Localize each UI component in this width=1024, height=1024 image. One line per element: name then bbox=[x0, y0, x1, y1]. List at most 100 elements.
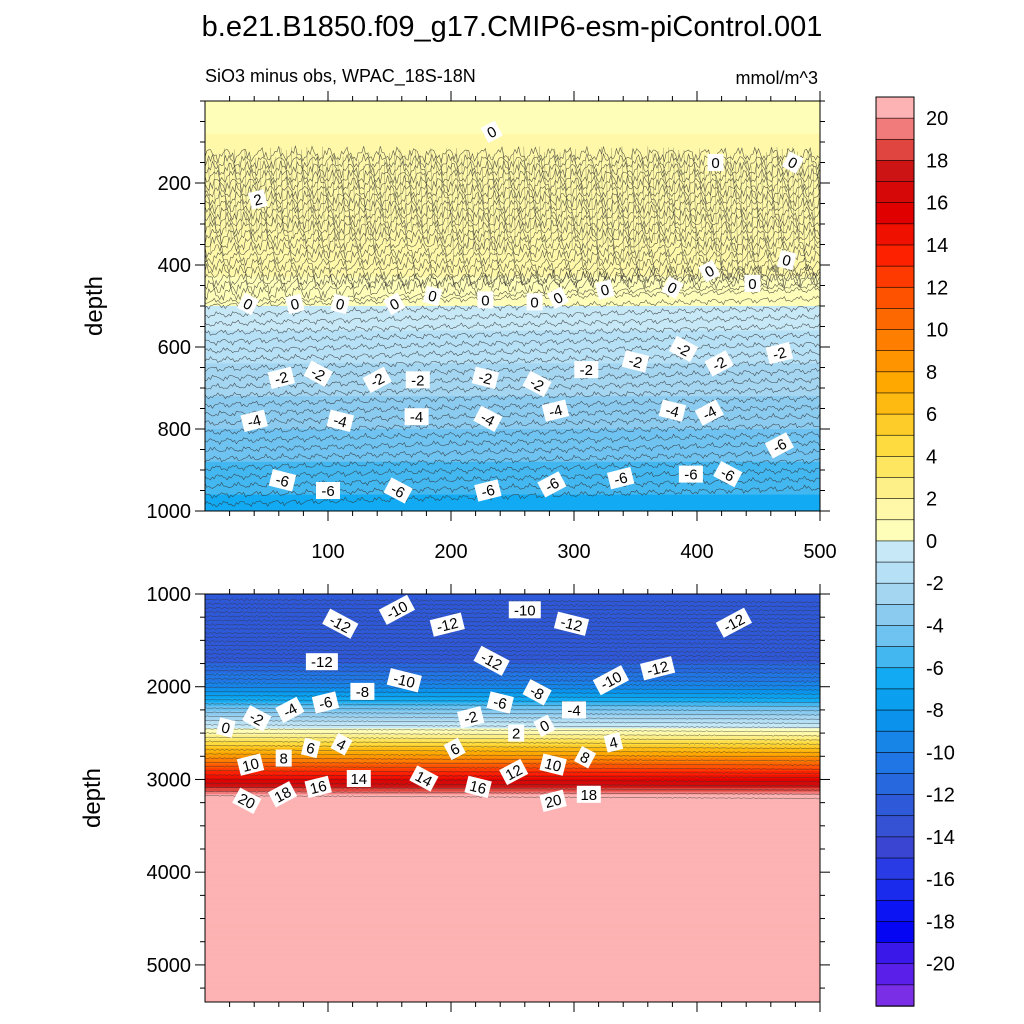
lower-fill-band bbox=[205, 654, 820, 656]
contour-label-text: -2 bbox=[462, 708, 479, 728]
lower-fill-band bbox=[205, 679, 820, 681]
lower-fill-band bbox=[205, 909, 820, 911]
lower-contour-labels: -10 -10-12 -12 -12 -12-12 -12 -12-10 -10-8 -8-6-… bbox=[216, 594, 753, 814]
upper-fill-band bbox=[205, 366, 820, 369]
lower-fill-band bbox=[205, 869, 820, 871]
lower-fill-band bbox=[205, 925, 820, 928]
upper-fill-band bbox=[205, 437, 820, 440]
contour-label-box bbox=[284, 293, 305, 315]
lower-fill-band bbox=[205, 992, 820, 995]
upper-fill-band bbox=[205, 107, 820, 110]
contour-label-text: -4 bbox=[410, 409, 423, 426]
lower-fill-band bbox=[205, 827, 820, 830]
contour-label-text: 14 bbox=[350, 771, 367, 788]
upper-fill-band bbox=[205, 391, 820, 394]
lower-fill-band bbox=[205, 642, 820, 644]
lower-fill-band bbox=[205, 913, 820, 916]
contour-label-text: -4 bbox=[332, 412, 349, 432]
contour-label-text: 0 bbox=[220, 719, 232, 738]
upper-fill-band bbox=[205, 450, 820, 453]
colorbar-label: 20 bbox=[926, 108, 948, 130]
upper-contour-line bbox=[205, 342, 820, 363]
upper-contour-spike bbox=[337, 156, 340, 238]
lower-fill-band bbox=[205, 761, 820, 764]
contour-label-text: -4 bbox=[567, 702, 580, 719]
contour-label: 18 bbox=[267, 781, 298, 808]
upper-fill-band bbox=[205, 406, 820, 409]
contour-label: 6 bbox=[443, 737, 466, 761]
lower-fill-band bbox=[205, 806, 820, 808]
upper-fill-band bbox=[205, 307, 820, 310]
colorbar-swatch bbox=[875, 794, 915, 817]
lower-contour-line bbox=[205, 669, 820, 675]
contour-label-box bbox=[474, 479, 502, 502]
contour-label-text: 20 bbox=[543, 792, 563, 813]
lower-fill-band bbox=[205, 709, 820, 712]
contour-label-box bbox=[539, 789, 567, 812]
upper-contour-line bbox=[205, 331, 820, 354]
contour-label-box bbox=[429, 612, 465, 637]
lower-fill-band bbox=[205, 906, 820, 909]
lower-fill-band bbox=[205, 951, 820, 954]
lower-fill-band bbox=[205, 637, 820, 640]
upper-contour-spike bbox=[451, 157, 454, 257]
upper-fill-band bbox=[205, 250, 820, 253]
upper-fill-band bbox=[205, 409, 820, 412]
upper-contour-spike bbox=[502, 151, 506, 255]
upper-fill-band bbox=[205, 176, 820, 179]
contour-label: -10 bbox=[508, 601, 541, 619]
upper-fill-band bbox=[205, 101, 820, 104]
contour-label-box bbox=[765, 341, 794, 365]
upper-fill-band bbox=[205, 488, 820, 491]
contour-label: -8 bbox=[350, 682, 375, 701]
upper-contour-spike bbox=[373, 169, 377, 252]
upper-fill-band bbox=[205, 324, 820, 327]
upper-contour-line bbox=[205, 421, 820, 445]
lower-fill-band bbox=[205, 743, 820, 745]
lower-fill-band bbox=[205, 872, 820, 874]
upper-contour-spike bbox=[487, 162, 490, 263]
lower-fill-band bbox=[205, 849, 820, 851]
lower-fill-band bbox=[205, 646, 820, 649]
upper-contour-spike bbox=[342, 156, 346, 254]
upper-contour-spike bbox=[296, 151, 299, 228]
lower-fill-band bbox=[205, 990, 820, 993]
lower-fill-band bbox=[205, 594, 820, 596]
lower-fill-band bbox=[205, 882, 820, 884]
upper-fill-band bbox=[205, 302, 820, 305]
lower-fill-band bbox=[205, 651, 820, 654]
lower-fill-band bbox=[205, 993, 820, 996]
upper-contour-line bbox=[205, 457, 820, 481]
upper-fill-band bbox=[205, 499, 820, 502]
upper-fill-band bbox=[205, 422, 820, 425]
lower-y-axis-title: depth bbox=[79, 768, 106, 828]
lower-fill-band bbox=[205, 825, 820, 828]
contour-label: 10 bbox=[539, 753, 567, 776]
lower-fill-band bbox=[205, 702, 820, 705]
contour-label-box bbox=[713, 460, 743, 488]
lower-fill-band bbox=[205, 820, 820, 822]
contour-label-box bbox=[764, 432, 794, 459]
upper-contour-spike bbox=[213, 154, 216, 233]
colorbar-label: -8 bbox=[926, 700, 944, 722]
lower-contour-line bbox=[205, 677, 820, 684]
contour-label-text: -10 bbox=[391, 670, 416, 692]
lower-fill-band bbox=[205, 966, 820, 969]
upper-contour-line bbox=[205, 204, 820, 223]
lower-fill-band bbox=[205, 746, 820, 748]
lower-contour-line bbox=[205, 757, 820, 762]
upper-contour-spike bbox=[322, 146, 325, 225]
colorbar-label: 12 bbox=[926, 277, 948, 299]
upper-contour-line bbox=[205, 189, 820, 208]
lower-fill-band bbox=[205, 633, 820, 636]
contour-label: -4 bbox=[694, 399, 724, 426]
colorbar-label: 4 bbox=[926, 446, 937, 468]
upper-fill-band bbox=[205, 455, 820, 458]
upper-fill-band bbox=[205, 414, 820, 417]
upper-fill-band bbox=[205, 327, 820, 330]
contour-label-text: 0 bbox=[711, 155, 719, 172]
lower-fill-band bbox=[205, 900, 820, 903]
lower-fill-band bbox=[205, 680, 820, 682]
lower-fill-band bbox=[205, 830, 820, 832]
